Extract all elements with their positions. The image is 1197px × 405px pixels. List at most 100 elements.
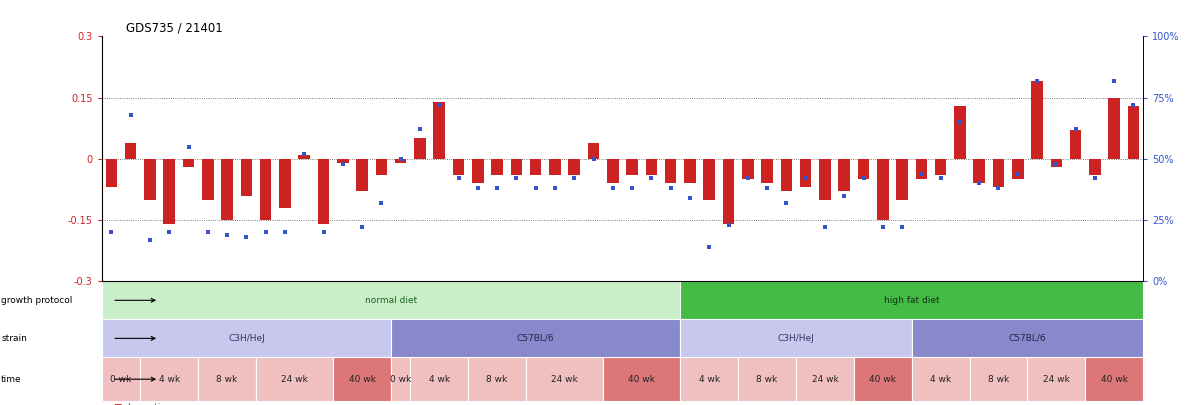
Bar <box>124 143 136 159</box>
Bar <box>391 320 680 358</box>
Point <box>314 229 333 236</box>
Bar <box>626 159 638 175</box>
Point <box>873 224 892 230</box>
Bar <box>279 159 291 208</box>
Bar <box>680 281 1143 320</box>
Bar <box>357 159 367 192</box>
Bar <box>183 159 194 167</box>
Point <box>199 229 218 236</box>
Point <box>622 185 642 192</box>
Bar <box>376 159 387 175</box>
Text: 24 wk: 24 wk <box>812 375 838 384</box>
Text: ■  log ratio: ■ log ratio <box>114 403 165 405</box>
Bar <box>468 358 525 401</box>
Bar <box>916 159 928 179</box>
Bar <box>105 159 117 188</box>
Point <box>237 234 256 241</box>
Point <box>256 229 275 236</box>
Text: C3H/HeJ: C3H/HeJ <box>227 334 265 343</box>
Point <box>487 185 506 192</box>
Point <box>719 222 739 228</box>
Bar <box>530 159 541 175</box>
Bar <box>853 358 912 401</box>
Text: 8 wk: 8 wk <box>486 375 508 384</box>
Bar <box>491 159 503 175</box>
Text: 0 wk: 0 wk <box>110 375 132 384</box>
Point <box>1086 175 1105 182</box>
Bar <box>800 159 812 188</box>
Text: 24 wk: 24 wk <box>281 375 308 384</box>
Text: strain: strain <box>1 334 28 343</box>
Bar <box>935 159 947 175</box>
Text: 40 wk: 40 wk <box>869 375 897 384</box>
Bar <box>511 159 522 175</box>
Bar <box>877 159 888 220</box>
Text: 40 wk: 40 wk <box>1101 375 1128 384</box>
Bar <box>1051 159 1062 167</box>
Point <box>777 200 796 206</box>
Point <box>468 185 487 192</box>
Text: 24 wk: 24 wk <box>551 375 578 384</box>
Text: 4 wk: 4 wk <box>699 375 719 384</box>
Bar <box>796 358 853 401</box>
Point <box>893 224 912 230</box>
Point <box>294 151 314 157</box>
Point <box>178 143 198 150</box>
Bar <box>317 159 329 224</box>
Bar <box>588 143 600 159</box>
Point <box>815 224 834 230</box>
Text: growth protocol: growth protocol <box>1 296 73 305</box>
Point <box>506 175 525 182</box>
Bar <box>607 159 619 183</box>
Text: 4 wk: 4 wk <box>159 375 180 384</box>
Text: 8 wk: 8 wk <box>757 375 778 384</box>
Bar <box>260 159 272 220</box>
Bar <box>549 159 560 175</box>
Bar <box>992 159 1004 188</box>
Point <box>1027 77 1046 84</box>
Bar <box>897 159 907 200</box>
Bar <box>912 358 970 401</box>
Bar <box>1070 130 1081 159</box>
Bar <box>414 139 426 159</box>
Point <box>853 175 873 182</box>
Bar <box>140 358 199 401</box>
Point <box>661 185 680 192</box>
Bar <box>452 159 464 175</box>
Bar <box>858 159 869 179</box>
Bar <box>685 159 695 183</box>
Point <box>739 175 758 182</box>
Point <box>391 156 411 162</box>
Text: 24 wk: 24 wk <box>1043 375 1070 384</box>
Point <box>950 119 970 126</box>
Bar <box>954 106 966 159</box>
Bar <box>742 159 754 179</box>
Point <box>989 185 1008 192</box>
Bar <box>1086 358 1143 401</box>
Point <box>102 229 121 236</box>
Bar <box>1089 159 1101 175</box>
Point <box>430 102 449 108</box>
Bar <box>780 159 792 192</box>
Bar <box>761 159 773 183</box>
Bar <box>680 358 739 401</box>
Point <box>970 180 989 187</box>
Bar <box>704 159 715 200</box>
Bar <box>298 155 310 159</box>
Point <box>834 192 853 199</box>
Bar <box>433 102 445 159</box>
Point <box>352 224 371 230</box>
Point <box>333 160 352 167</box>
Bar <box>144 159 156 200</box>
Point <box>121 111 140 118</box>
Text: 40 wk: 40 wk <box>348 375 376 384</box>
Bar <box>819 159 831 200</box>
Bar <box>680 320 912 358</box>
Point <box>1008 171 1027 177</box>
Point <box>1067 126 1086 133</box>
Bar <box>199 358 256 401</box>
Point <box>796 175 815 182</box>
Bar <box>739 358 796 401</box>
Bar <box>664 159 676 183</box>
Point <box>603 185 622 192</box>
